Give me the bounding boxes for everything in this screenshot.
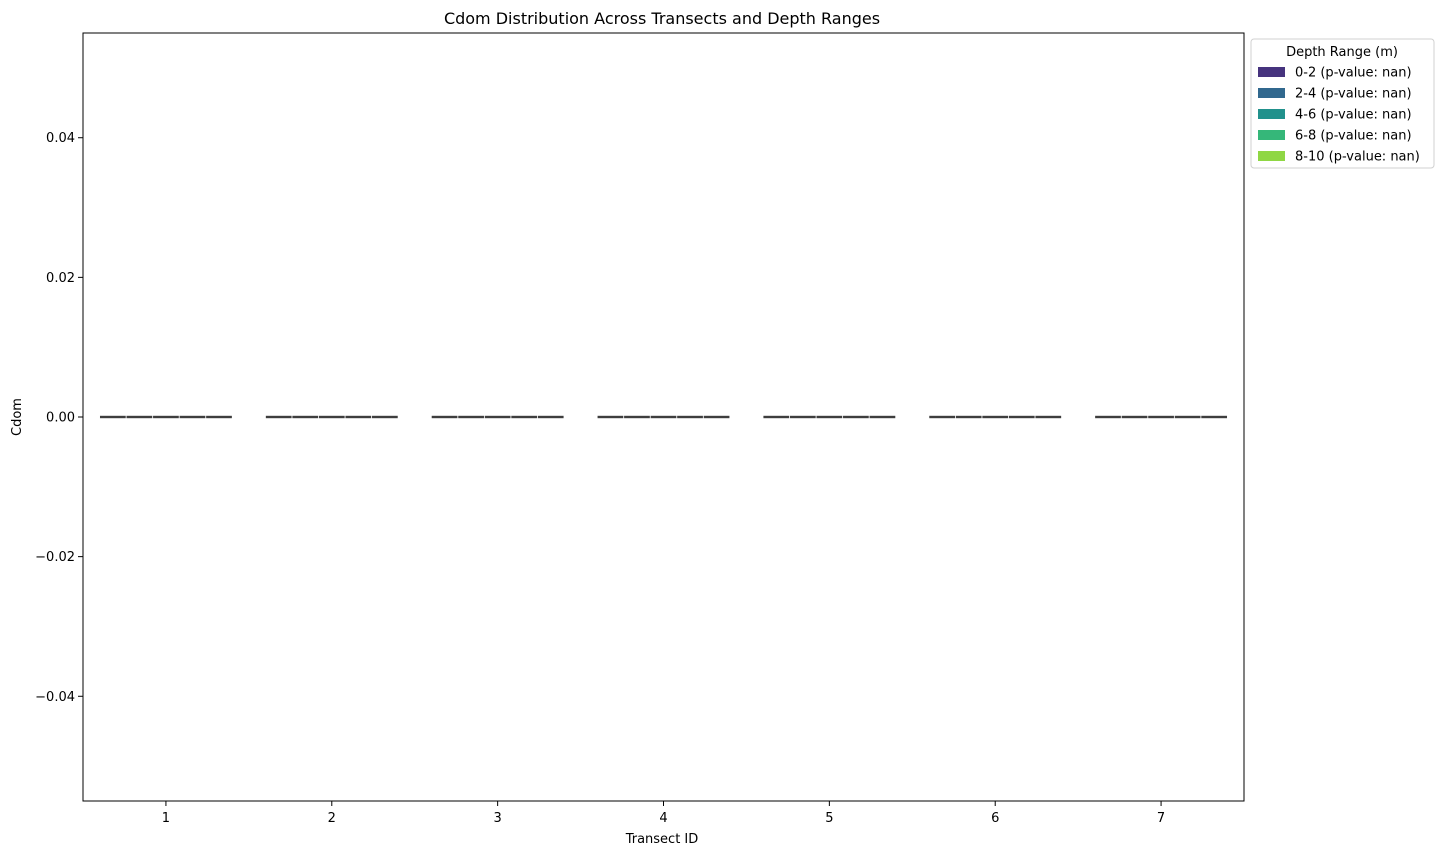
x-tick-label: 7 xyxy=(1157,811,1165,826)
legend-swatch xyxy=(1258,151,1285,161)
legend-entry: 4-6 (p-value: nan) xyxy=(1295,108,1412,123)
x-axis-label: Transect ID xyxy=(625,832,699,847)
legend-swatch xyxy=(1258,67,1285,77)
plot-area: 0.04 0.02 0.00 −0.02 −0.04 1 2 3 4 5 6 7 xyxy=(35,32,1245,826)
legend-entry: 6-8 (p-value: nan) xyxy=(1295,129,1412,144)
y-axis-label: Cdom xyxy=(10,398,25,436)
legend-entry: 2-4 (p-value: nan) xyxy=(1295,87,1412,102)
x-tick-label: 5 xyxy=(825,811,833,826)
x-tick-label: 4 xyxy=(659,811,667,826)
legend-swatch xyxy=(1258,109,1285,119)
x-tick-label: 6 xyxy=(991,811,999,826)
y-tick-label: −0.02 xyxy=(35,550,75,565)
legend-swatch xyxy=(1258,88,1285,98)
x-tick-label: 2 xyxy=(328,811,336,826)
legend-frame xyxy=(1250,38,1435,169)
chart-title: Cdom Distribution Across Transects and D… xyxy=(444,9,880,28)
legend-swatch xyxy=(1258,130,1285,140)
legend: Depth Range (m) 0-2 (p-value: nan) 2-4 (p… xyxy=(1250,38,1435,169)
legend-title: Depth Range (m) xyxy=(1286,45,1398,60)
y-tick-label: 0.04 xyxy=(46,131,75,146)
y-tick-label: 0.02 xyxy=(46,271,75,286)
y-tick-label: −0.04 xyxy=(35,690,75,705)
y-tick-label: 0.00 xyxy=(46,411,75,426)
legend-entry: 0-2 (p-value: nan) xyxy=(1295,66,1412,81)
x-tick-label: 3 xyxy=(494,811,502,826)
legend-entry: 8-10 (p-value: nan) xyxy=(1295,150,1420,165)
x-tick-label: 1 xyxy=(162,811,170,826)
